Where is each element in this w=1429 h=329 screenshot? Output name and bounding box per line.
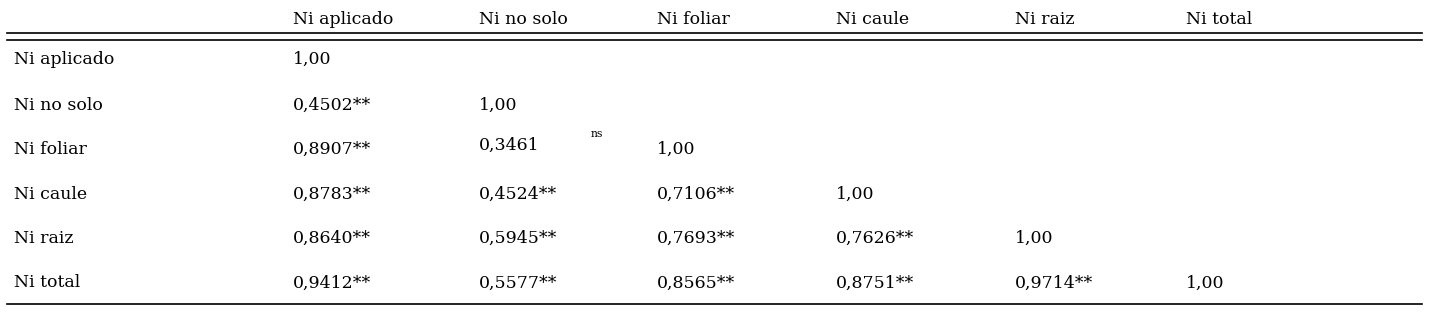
Text: Ni raiz: Ni raiz <box>1015 11 1075 28</box>
Text: 0,9412**: 0,9412** <box>293 274 372 291</box>
Text: 0,4524**: 0,4524** <box>479 186 557 203</box>
Text: 0,8783**: 0,8783** <box>293 186 372 203</box>
Text: 1,00: 1,00 <box>1015 230 1053 247</box>
Text: 1,00: 1,00 <box>479 97 517 114</box>
Text: 0,8640**: 0,8640** <box>293 230 372 247</box>
Text: Ni aplicado: Ni aplicado <box>14 51 114 68</box>
Text: 0,5945**: 0,5945** <box>479 230 557 247</box>
Text: 1,00: 1,00 <box>657 141 696 158</box>
Text: 0,9714**: 0,9714** <box>1015 274 1093 291</box>
Text: Ni foliar: Ni foliar <box>14 141 87 158</box>
Text: 0,7626**: 0,7626** <box>836 230 915 247</box>
Text: ns: ns <box>590 129 603 139</box>
Text: Ni raiz: Ni raiz <box>14 230 74 247</box>
Text: 0,8565**: 0,8565** <box>657 274 736 291</box>
Text: Ni no solo: Ni no solo <box>14 97 103 114</box>
Text: Ni caule: Ni caule <box>14 186 87 203</box>
Text: Ni total: Ni total <box>14 274 80 291</box>
Text: 0,8907**: 0,8907** <box>293 141 372 158</box>
Text: Ni no solo: Ni no solo <box>479 11 567 28</box>
Text: 1,00: 1,00 <box>293 51 332 68</box>
Text: Ni foliar: Ni foliar <box>657 11 730 28</box>
Text: 1,00: 1,00 <box>836 186 875 203</box>
Text: 0,7693**: 0,7693** <box>657 230 736 247</box>
Text: 0,8751**: 0,8751** <box>836 274 915 291</box>
Text: 1,00: 1,00 <box>1186 274 1225 291</box>
Text: Ni aplicado: Ni aplicado <box>293 11 393 28</box>
Text: 0,5577**: 0,5577** <box>479 274 557 291</box>
Text: 0,3461: 0,3461 <box>479 137 539 154</box>
Text: 0,4502**: 0,4502** <box>293 97 372 114</box>
Text: 0,7106**: 0,7106** <box>657 186 736 203</box>
Text: Ni caule: Ni caule <box>836 11 909 28</box>
Text: Ni total: Ni total <box>1186 11 1252 28</box>
